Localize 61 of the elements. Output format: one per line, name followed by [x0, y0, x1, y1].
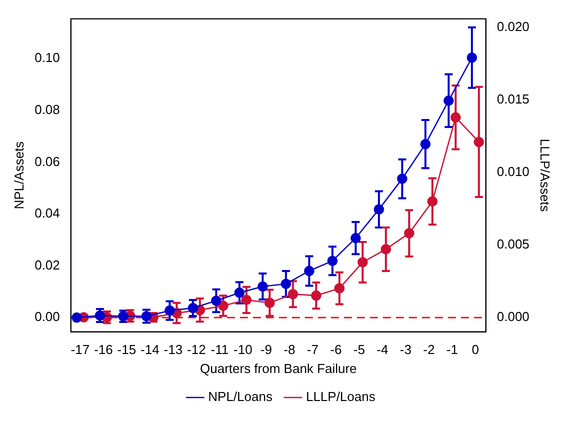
point	[374, 204, 384, 214]
point	[474, 136, 484, 148]
y-tick-label: 0.08	[34, 102, 60, 118]
x-axis-title: Quarters from Bank Failure	[200, 360, 357, 376]
y2-tick-label: 0.010	[496, 164, 530, 179]
point	[327, 256, 338, 266]
x-tick-label: -7	[306, 342, 318, 358]
x-tick-label: -9	[260, 342, 272, 358]
x-tick-label: -16	[94, 342, 113, 358]
x-tick-label: -4	[376, 342, 388, 358]
y-tick-label: 0.10	[34, 50, 60, 66]
y2-axis-title: LLLP/Assets	[538, 138, 553, 212]
point	[358, 257, 368, 268]
x-tick-label: -8	[284, 342, 296, 358]
x-tick-label: -11	[210, 342, 229, 358]
point	[241, 294, 252, 306]
y-axis-title: NPL/Assets	[11, 140, 26, 210]
point	[380, 244, 392, 254]
point	[211, 296, 222, 306]
point	[280, 278, 292, 290]
x-tick-label: -13	[164, 342, 183, 358]
point	[304, 266, 314, 276]
point	[258, 281, 268, 292]
point	[234, 288, 245, 298]
x-tick-label: -17	[70, 342, 90, 358]
x-tick-label: -12	[187, 342, 206, 358]
x-tick-label: -3	[400, 342, 412, 358]
x-tick-label: 0	[472, 342, 480, 358]
y-tick-label: 0.06	[34, 154, 60, 169]
point	[404, 228, 414, 238]
x-tick-label: -6	[330, 342, 342, 358]
x-tick-label: -1	[446, 342, 458, 358]
y-tick-label: 0.04	[34, 206, 60, 221]
y2-tick-label: 0.020	[496, 19, 530, 34]
point	[188, 302, 198, 314]
y2-tick-label: 0.015	[496, 92, 530, 107]
legend-label: LLLP/Loans	[306, 389, 376, 404]
point	[350, 232, 361, 244]
x-tick-label: -2	[423, 342, 435, 358]
x-tick-label: -15	[117, 342, 136, 358]
point	[466, 52, 478, 63]
point	[164, 305, 175, 316]
point	[218, 300, 228, 311]
point	[450, 112, 461, 122]
y2-tick-label: 0.005	[496, 236, 530, 252]
y-tick-label: 0.00	[34, 309, 60, 324]
point	[444, 95, 454, 106]
y-tick-label: 0.02	[34, 257, 60, 272]
point	[427, 196, 438, 207]
legend-label: NPL/Loans	[208, 389, 273, 404]
point	[397, 174, 408, 184]
x-tick-label: -10	[234, 342, 252, 358]
point	[288, 288, 298, 300]
point	[420, 138, 431, 150]
point	[72, 312, 82, 323]
y2-tick-label: 0.000	[496, 308, 530, 324]
x-tick-label: -5	[353, 342, 365, 358]
x-tick-label: -14	[140, 342, 160, 358]
point	[334, 283, 345, 294]
point	[264, 298, 275, 308]
point	[311, 290, 322, 301]
